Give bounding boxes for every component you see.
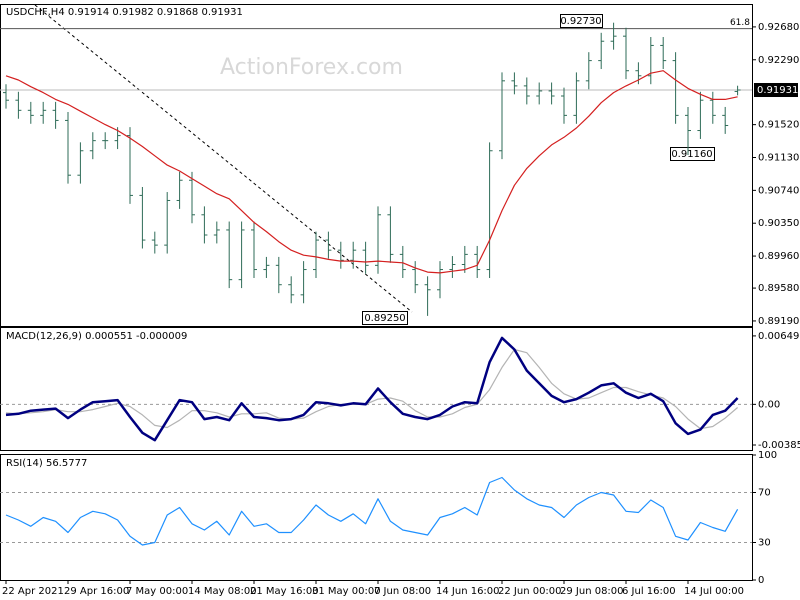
annotation-box — [560, 14, 603, 28]
price-panel — [0, 4, 753, 327]
x-tick-label: 31 May 00:00 — [312, 586, 381, 597]
x-tick-label: 6 Jul 16:00 — [622, 586, 676, 597]
y-tick-label: 0.92680 — [758, 22, 799, 33]
series-line — [5, 348, 738, 430]
rsi-panel — [0, 454, 753, 581]
y-tick-label: 0.90740 — [758, 185, 799, 196]
y-tick-label: 0.91130 — [758, 152, 799, 163]
current-price-label: 0.91931 — [757, 85, 798, 96]
y-tick-label: 0.89580 — [758, 283, 799, 294]
x-tick-label: 14 May 08:00 — [188, 586, 257, 597]
macd-header: MACD(12,26,9) 0.000551 -0.000009 — [6, 331, 187, 342]
x-tick-label: 29 Jun 08:00 — [560, 586, 624, 597]
series-line — [5, 476, 739, 546]
annotation-box — [362, 311, 408, 325]
price-header: USDCHF,H4 0.91914 0.91982 0.91868 0.9193… — [6, 7, 243, 18]
y-tick-label: -0.003855 — [758, 440, 800, 451]
macd-panel — [0, 327, 753, 451]
current-price-box — [754, 83, 798, 98]
y-tick-label: 0.00649 — [758, 331, 799, 342]
x-tick-label: 22 Jun 00:00 — [498, 586, 562, 597]
series-line — [5, 70, 738, 274]
annotation: 0.91160 — [671, 149, 712, 160]
y-tick-label: 0.92290 — [758, 55, 799, 66]
annotation-box — [670, 147, 715, 161]
annotation: 0.89250 — [364, 313, 405, 324]
x-tick-label: 14 Jun 16:00 — [436, 586, 500, 597]
y-tick-label: 70 — [758, 488, 771, 499]
fib-label: 61.8 — [730, 18, 750, 28]
x-tick-label: 22 Apr 2021 — [2, 586, 64, 597]
x-tick-label: 29 Apr 16:00 — [64, 586, 129, 597]
x-tick-label: 7 May 00:00 — [126, 586, 188, 597]
y-tick-label: 100 — [758, 450, 777, 461]
x-tick-label: 7 Jun 08:00 — [374, 586, 431, 597]
y-tick-label: 30 — [758, 538, 771, 549]
x-tick-label: 14 Jul 00:00 — [684, 586, 744, 597]
y-tick-label: 0.00 — [758, 399, 780, 410]
watermark: ActionForex.com — [220, 55, 403, 80]
y-tick-label: 0.89960 — [758, 251, 799, 262]
y-tick-label: 0.89190 — [758, 316, 799, 327]
y-tick-label: 0.90350 — [758, 218, 799, 229]
x-tick-label: 21 May 16:00 — [250, 586, 319, 597]
y-tick-label: 0.91520 — [758, 120, 799, 131]
y-tick-label: 0 — [758, 575, 764, 586]
annotation: 0.92730 — [560, 16, 601, 27]
rsi-header: RSI(14) 56.5777 — [6, 458, 87, 469]
series-line — [5, 336, 739, 442]
